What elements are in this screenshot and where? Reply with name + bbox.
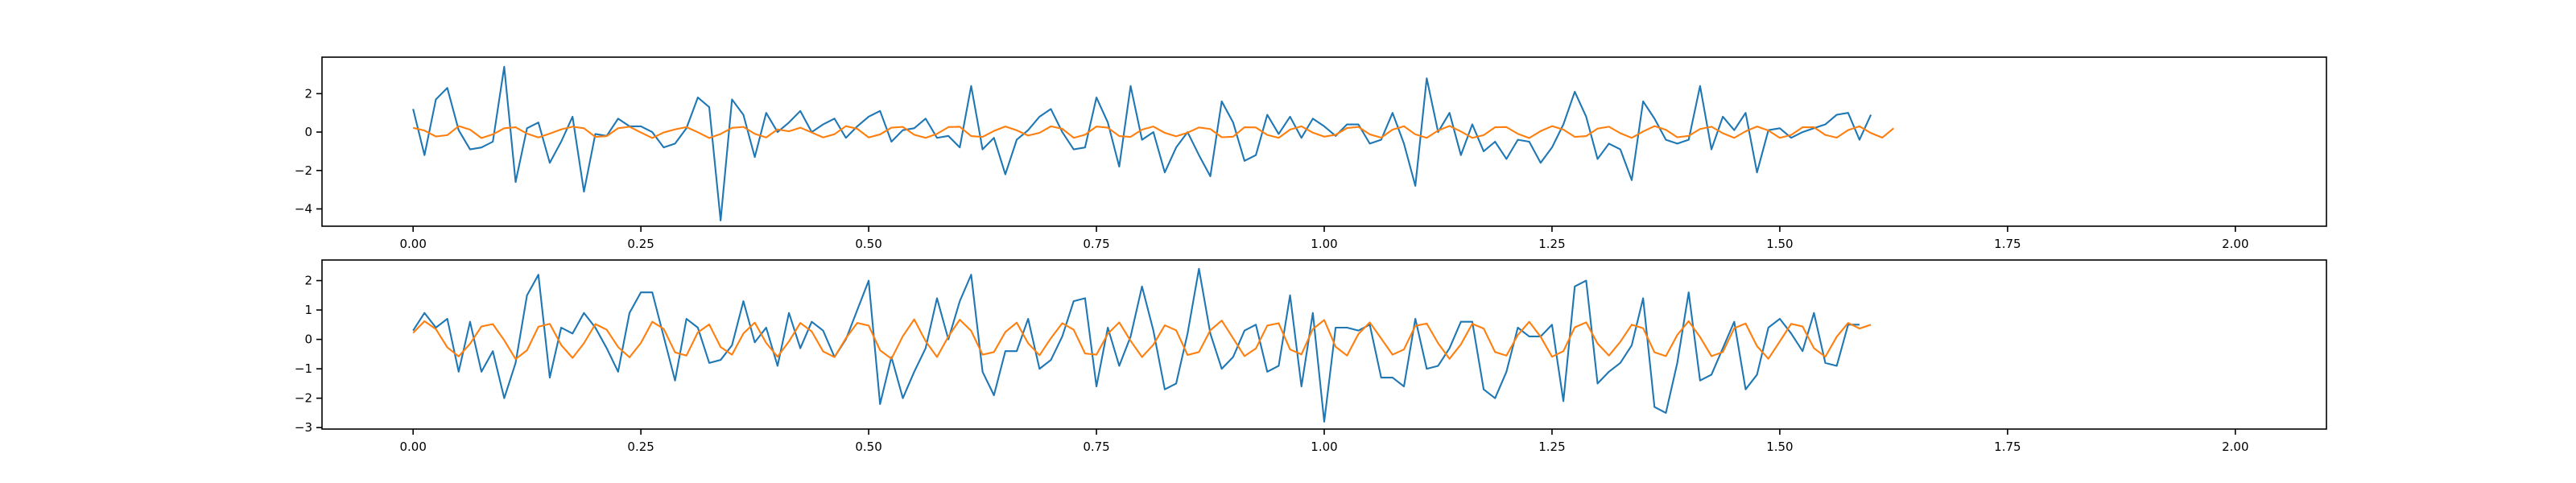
x-tick-label: 1.25	[1538, 237, 1565, 251]
bottom-panel: 0.00 0.25 0.50 0.75 1.00 1.25 1.50 1.75 2.00 −3 −2…	[295, 259, 2327, 454]
y-tick-label: −2	[295, 391, 312, 406]
x-tick-label: 2.00	[2222, 440, 2248, 454]
y-tick-label: 1	[304, 303, 312, 317]
smooth-signal-line	[412, 318, 1872, 361]
noisy-signal-line	[412, 65, 1872, 221]
x-tick-label: 0.75	[1083, 440, 1109, 454]
x-tick-label: 0.50	[855, 237, 881, 251]
x-tick-label: 0.25	[627, 237, 654, 251]
y-tick-label: −4	[295, 202, 312, 217]
x-tick-label: 1.75	[1994, 440, 2021, 454]
top-panel: 0.00 0.25 0.50 0.75 1.00 1.25 1.50 1.75 2.00 −4 −2…	[295, 56, 2327, 251]
x-tick-label: 1.00	[1311, 237, 1337, 251]
noisy-signal-line	[412, 267, 1860, 423]
y-tick-label: −3	[295, 420, 312, 435]
x-tick-label: 1.25	[1538, 440, 1565, 454]
y-tick-label: 2	[304, 86, 312, 101]
y-tick-label: −1	[295, 361, 312, 376]
y-tick-label: 0	[304, 332, 312, 347]
x-tick-label: 1.75	[1994, 237, 2021, 251]
x-tick-label: 0.50	[855, 440, 881, 454]
x-tick-label: 1.50	[1766, 237, 1793, 251]
x-tick-label: 1.50	[1766, 440, 1793, 454]
x-tick-label: 0.75	[1083, 237, 1109, 251]
y-tick-label: 0	[304, 125, 312, 139]
x-tick-label: 0.25	[627, 440, 654, 454]
y-tick-label: 2	[304, 274, 312, 288]
x-tick-label: 0.00	[399, 237, 426, 251]
y-tick-label: −2	[295, 163, 312, 178]
x-tick-label: 0.00	[399, 440, 426, 454]
x-tick-label: 1.00	[1311, 440, 1337, 454]
smooth-signal-line	[412, 125, 1895, 139]
x-tick-label: 2.00	[2222, 237, 2248, 251]
